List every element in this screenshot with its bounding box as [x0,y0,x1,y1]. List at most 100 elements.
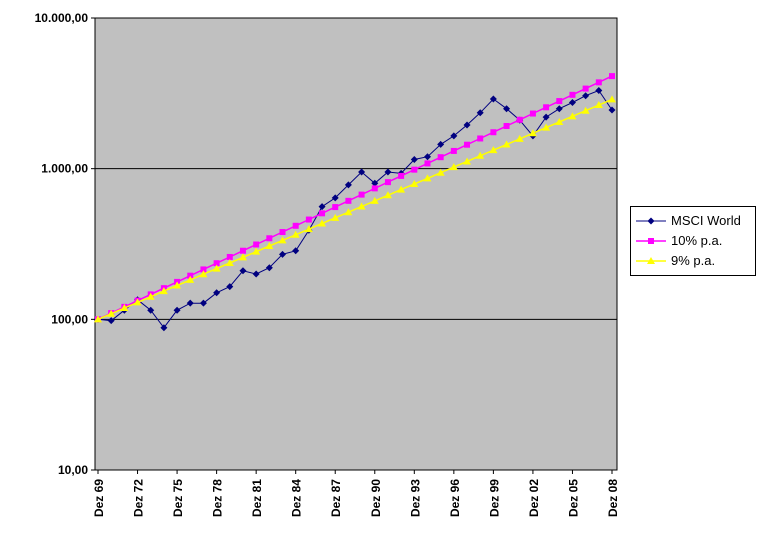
ten-percent-pa-marker-icon [200,266,207,273]
msci-world-marker-icon [318,203,326,211]
x-axis-tick-label: Dez 96 [448,479,462,517]
msci-world-marker-icon [555,105,563,113]
ten-percent-pa-marker-icon [543,104,550,111]
nine-percent-pa-marker-icon [542,123,551,131]
series-line-ten-percent-pa [97,75,613,320]
nine-percent-pa-marker-icon [318,219,327,227]
ten-percent-pa-marker-icon [609,73,615,80]
nine-percent-pa-marker-icon [133,298,142,306]
msci-world-marker-icon [437,140,445,148]
msci-world-marker-icon [358,168,366,176]
legend-label-msci-world: MSCI World [671,213,741,228]
ten-percent-pa-marker-icon [253,241,260,248]
ten-percent-pa-marker-icon [187,272,194,279]
series-line-nine-percent-pa [97,98,613,320]
x-axis-tick-label: Dez 72 [132,479,146,517]
nine-percent-pa-marker-icon [608,95,616,103]
x-axis-tick-label: Dez 05 [566,479,580,517]
msci-world-marker-icon [147,306,155,314]
nine-percent-pa-marker-icon [515,134,524,142]
nine-percent-pa-marker-icon [502,140,511,148]
nine-percent-pa-marker-icon [383,191,392,199]
msci-world-marker-icon [279,250,287,258]
nine-percent-pa-marker-icon [238,253,247,261]
nine-percent-pa-marker-icon [397,185,406,193]
msci-world-marker-icon [239,267,247,275]
y-axis-tick-label: 1.000,00 [41,162,88,176]
msci-world-marker-icon [608,106,616,114]
ten-percent-pa-marker-icon [477,135,484,142]
x-axis-tick-label: Dez 84 [290,479,304,517]
nine-percent-pa-marker-icon [594,101,603,109]
ten-percent-pa-marker-icon [319,210,326,217]
x-axis-tick-label: Dez 81 [250,479,264,517]
nine-percent-pa-marker-icon [555,117,564,125]
legend-item-9-percent-pa: 9% p.a. [636,254,750,268]
nine-percent-pa-marker-icon [252,247,261,255]
nine-percent-pa-marker-icon [159,287,168,295]
ten-percent-pa-marker-icon [503,123,510,130]
msci-world-marker-icon [476,109,484,117]
nine-percent-pa-marker-icon [476,151,485,159]
msci-world-marker-icon [371,179,379,187]
ten-percent-pa-marker-icon [239,247,246,254]
msci-world-marker-icon [595,87,603,95]
msci-world-marker-icon [503,105,511,113]
nine-percent-pa-marker-icon [581,106,590,114]
msci-world-marker-icon [160,324,168,332]
nine-percent-pa-marker-icon [304,225,313,233]
msci-world-marker-icon [647,217,655,225]
x-axis-tick-label: Dez 08 [606,479,620,517]
msci-world-marker-icon [213,289,221,297]
nine-percent-pa-marker-icon [344,208,353,216]
ten-percent-pa-marker-icon [332,204,339,211]
x-axis-tick-label: Dez 02 [527,479,541,517]
nine-percent-pa-marker-icon [568,112,577,120]
ten-percent-pa-marker-icon [305,216,312,223]
nine-percent-pa-marker-icon [225,258,234,266]
nine-percent-pa-marker-icon [265,242,274,250]
y-axis-tick-label: 10.000,00 [35,11,89,25]
msci-world-marker-icon [331,194,339,202]
ten-percent-pa-marker-icon [358,191,365,198]
msci-world-marker-icon [410,156,418,164]
ten-percent-pa-marker-icon [582,85,589,92]
nine-percent-pa-marker-icon [107,309,116,317]
legend-item-10-percent-pa: 10% p.a. [636,234,750,248]
nine-percent-pa-marker-icon [423,174,432,182]
legend-label-9-percent-pa: 9% p.a. [671,253,716,268]
nine-percent-pa-marker-icon [212,264,221,272]
msci-world-marker-icon [463,121,471,129]
ten-percent-square-marker-icon [636,235,666,247]
nine-percent-pa-marker-icon [647,257,655,264]
ten-percent-pa-marker-icon [292,222,299,229]
legend: MSCI World 10% p.a. 9% p.a. [630,206,756,276]
nine-percent-pa-marker-icon [463,157,472,165]
nine-percent-pa-marker-icon [278,236,287,244]
msci-world-marker-icon [173,306,181,314]
y-axis-tick-label: 10,00 [58,463,88,477]
ten-percent-pa-marker-icon [648,238,654,244]
nine-percent-pa-marker-icon [120,304,129,312]
msci-world-marker-icon [344,181,352,189]
nine-percent-pa-marker-icon [489,146,498,154]
ten-percent-pa-marker-icon [490,129,497,136]
ten-percent-pa-marker-icon [556,98,563,105]
msci-world-marker-icon [489,95,497,103]
ten-percent-pa-marker-icon [569,91,576,98]
ten-percent-pa-marker-icon [424,160,431,167]
y-axis-tick-label: 100,00 [51,312,88,326]
nine-percent-pa-marker-icon [410,179,419,187]
x-axis-tick-label: Dez 93 [408,479,422,517]
msci-world-marker-icon [384,168,392,176]
ten-percent-pa-marker-icon [464,141,471,148]
nine-percent-pa-marker-icon [199,270,208,278]
nine-percent-pa-marker-icon [94,315,102,323]
nine-percent-pa-marker-icon [528,129,537,137]
x-axis-tick-label: Dez 90 [369,479,383,517]
ten-percent-pa-marker-icon [411,166,418,173]
ten-percent-pa-marker-icon [213,260,220,267]
nine-percent-pa-marker-icon [291,230,300,238]
msci-world-marker-icon [107,317,115,325]
